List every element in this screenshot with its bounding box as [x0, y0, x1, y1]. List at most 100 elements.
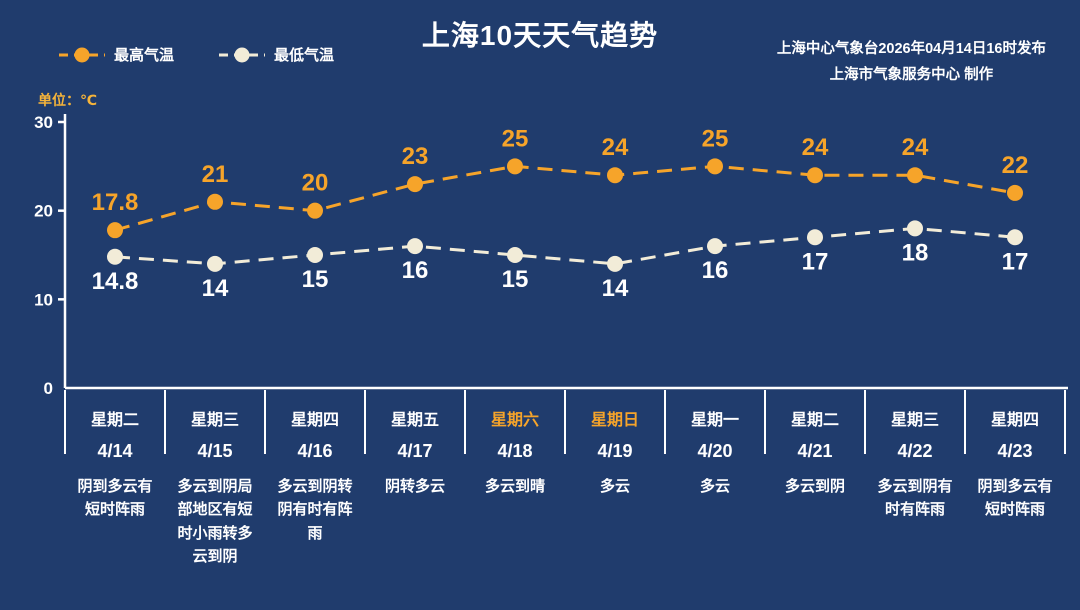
weekday-label: 星期四 — [290, 412, 339, 429]
weekday-label: 星期二 — [90, 412, 139, 429]
day-columns: 星期二 4/14 阴到多云有短时阵雨 星期三 4/15 多云到阴局部地区有短时小雨转多云到… — [65, 398, 1065, 568]
day-column: 星期二 4/14 阴到多云有短时阵雨 — [65, 398, 165, 568]
min-temp-value: 14 — [602, 275, 629, 302]
min-temp-point — [907, 220, 923, 237]
weekday-label: 星期三 — [190, 412, 239, 429]
y-tick-label: 30 — [34, 113, 53, 132]
min-temp-point — [307, 247, 323, 263]
condition-label: 多云到阴 — [784, 478, 845, 495]
min-temp-line — [114, 226, 1016, 266]
temperature-trend-chart: 0 10 20 30 17.8 21 20 23 25 24 25 24 24 22 14.8 14 15 16 1… — [34, 113, 1068, 454]
max-temp-point — [507, 158, 523, 175]
day-column: 星期一 4/20 多云 — [665, 398, 765, 568]
source-info: 上海中心气象台2026年04月14日16时发布 上海市气象服务中心 制作 — [777, 36, 1046, 88]
condition-label: 阴到多云有短时阵雨 — [77, 478, 153, 519]
date-label: 4/23 — [997, 441, 1033, 461]
min-temp-point — [1007, 229, 1023, 246]
day-column: 星期五 4/17 阴转多云 — [365, 398, 465, 568]
condition-label: 多云到晴 — [484, 478, 545, 495]
max-temp-point — [707, 158, 723, 175]
weekday-label: 星期六 — [490, 412, 539, 429]
max-temp-legend-marker — [59, 47, 105, 62]
min-temp-value: 16 — [402, 257, 429, 284]
day-column: 星期六 4/18 多云到晴 — [465, 398, 565, 568]
min-temp-point — [607, 255, 623, 272]
condition-label: 多云到阴局部地区有短时小雨转多云到阴 — [177, 478, 253, 565]
max-temp-point — [807, 167, 823, 184]
condition-label: 多云 — [599, 478, 630, 495]
condition-label: 阴转多云 — [384, 478, 445, 495]
legend: 最高气温 最低气温 — [58, 44, 334, 65]
max-temp-point — [607, 167, 623, 184]
condition-label: 多云到阴转阴有时有阵雨 — [277, 478, 353, 542]
max-temp-value: 24 — [802, 134, 829, 161]
date-label: 4/14 — [97, 441, 133, 461]
source-line2: 上海市气象服务中心 制作 — [829, 67, 994, 84]
max-temp-value: 25 — [502, 125, 529, 152]
min-temp-legend-marker — [219, 47, 266, 62]
source-line1: 上海中心气象台2026年04月14日16时发布 — [776, 41, 1046, 57]
weekday-label: 星期二 — [790, 412, 839, 429]
y-tick-label: 20 — [34, 202, 53, 221]
date-label: 4/17 — [397, 441, 433, 461]
date-label: 4/21 — [797, 441, 833, 461]
date-label: 4/22 — [897, 441, 933, 461]
day-column: 星期日 4/19 多云 — [565, 398, 665, 568]
legend-label-max-temp: 最高气温 — [114, 47, 175, 64]
date-label: 4/15 — [197, 441, 233, 461]
day-column: 星期三 4/22 多云到阴有时有阵雨 — [865, 398, 965, 568]
unit-label: 单位：℃ — [38, 92, 97, 108]
y-tick-label: 0 — [44, 379, 53, 398]
day-column: 星期四 4/16 多云到阴转阴有时有阵雨 — [265, 398, 365, 568]
condition-label: 多云到阴有时有阵雨 — [877, 478, 953, 519]
day-column: 星期三 4/15 多云到阴局部地区有短时小雨转多云到阴 — [165, 398, 265, 568]
max-temp-point — [307, 202, 323, 219]
min-temp-value: 17 — [1002, 248, 1029, 275]
max-temp-point — [107, 222, 123, 239]
max-temp-point — [907, 167, 923, 184]
min-temp-value: 14 — [202, 275, 229, 302]
weekday-label: 星期一 — [690, 412, 739, 429]
min-temp-point — [507, 247, 523, 263]
min-temp-value: 16 — [702, 257, 729, 284]
legend-item-min-temp: 最低气温 — [218, 44, 334, 65]
min-temp-value: 15 — [302, 266, 329, 293]
condition-label: 多云 — [699, 478, 730, 495]
date-label: 4/16 — [297, 441, 333, 461]
date-label: 4/19 — [597, 441, 633, 461]
weekday-label: 星期五 — [390, 412, 439, 429]
max-temp-point — [407, 176, 423, 193]
min-temp-point — [107, 248, 123, 265]
max-temp-value: 17.8 — [92, 189, 139, 216]
weekday-label: 星期四 — [990, 412, 1039, 429]
max-temp-value: 24 — [602, 134, 629, 161]
min-temp-point — [407, 238, 423, 255]
max-temp-value: 23 — [402, 143, 429, 170]
min-temp-point — [707, 238, 723, 255]
weekday-label: 星期日 — [590, 412, 639, 429]
min-temp-point — [807, 229, 823, 246]
condition-label: 阴到多云有短时阵雨 — [977, 478, 1053, 519]
min-temp-value: 15 — [502, 266, 529, 293]
weekday-label: 星期三 — [890, 412, 939, 429]
max-temp-value: 24 — [902, 134, 929, 161]
page-title: 上海10天天气趋势 — [421, 20, 659, 51]
max-temp-value: 21 — [202, 161, 229, 188]
max-temp-line — [114, 164, 1016, 232]
max-temp-value: 20 — [302, 170, 329, 197]
date-label: 4/18 — [497, 441, 533, 461]
day-column: 星期四 4/23 阴到多云有短时阵雨 — [965, 398, 1065, 568]
min-temp-point — [207, 255, 223, 272]
max-temp-value: 25 — [702, 125, 729, 152]
min-temp-value: 18 — [902, 239, 929, 266]
legend-item-max-temp: 最高气温 — [58, 44, 174, 65]
legend-label-min-temp: 最低气温 — [274, 47, 335, 64]
max-temp-value: 22 — [1002, 152, 1029, 179]
min-temp-value: 14.8 — [92, 268, 139, 295]
date-label: 4/20 — [697, 441, 733, 461]
min-temp-value: 17 — [802, 248, 829, 275]
max-temp-point — [1007, 184, 1023, 201]
y-tick-label: 10 — [34, 290, 53, 309]
max-temp-point — [207, 193, 223, 210]
